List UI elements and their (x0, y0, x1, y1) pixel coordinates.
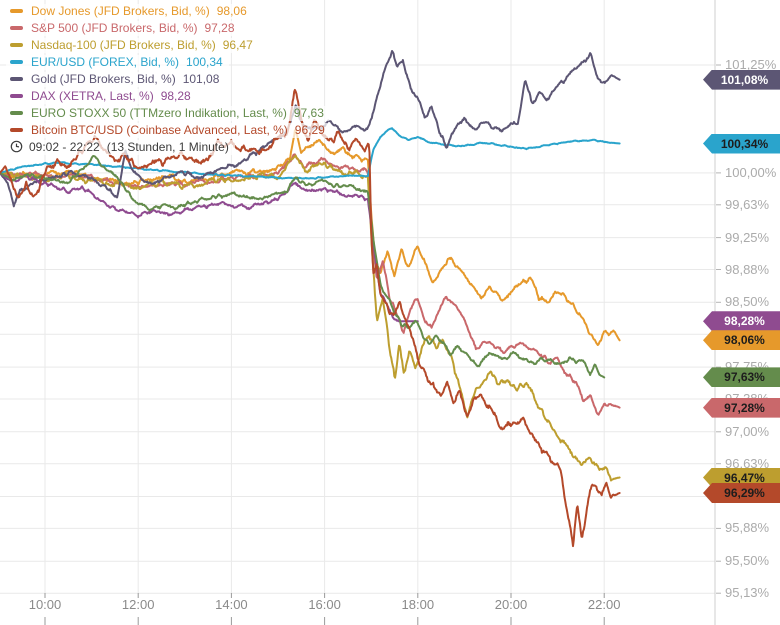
series-line-bitcoin[interactable] (0, 88, 621, 548)
y-axis-label: 100,00% (725, 164, 777, 180)
legend: Dow Jones (JFD Brokers, Bid, %) 98,06 S&P… (6, 4, 331, 157)
legend-value: 97,28 (204, 21, 235, 35)
legend-item-stoxx[interactable]: EURO STOXX 50 (TTMzero Indikation, Last,… (6, 106, 330, 121)
series-line-stoxx[interactable] (0, 155, 606, 379)
x-axis-label: 12:00 (121, 597, 155, 612)
series-color-swatch (10, 42, 23, 47)
legend-label: Gold (JFD Brokers, Bid, %) (31, 72, 176, 86)
legend-item-dow[interactable]: Dow Jones (JFD Brokers, Bid, %) 98,06 (6, 4, 253, 19)
legend-label: DAX (XETRA, Last, %) (31, 89, 154, 103)
price-badge-9763: 97,63% (703, 367, 780, 388)
legend-value: 100,34 (186, 55, 223, 69)
y-axis-label: 99,63% (725, 196, 770, 212)
x-axis-label: 16:00 (308, 597, 341, 612)
legend-item-nasdaq[interactable]: Nasdaq-100 (JFD Brokers, Bid, %) 96,47 (6, 38, 259, 53)
x-axis-label: 20:00 (494, 597, 528, 612)
series-line-dax[interactable] (0, 171, 419, 323)
x-axis-label: 10:00 (28, 597, 62, 612)
time-range: 09:02 - 22:22 (29, 140, 100, 154)
series-color-swatch (10, 110, 23, 115)
series-color-swatch (10, 25, 23, 30)
legend-value: 97,63 (293, 106, 324, 120)
legend-label: Nasdaq-100 (JFD Brokers, Bid, %) (31, 38, 216, 52)
price-badge-9647: 96,47% (703, 467, 780, 488)
series-color-swatch (10, 59, 23, 64)
time-range-row: 09:02 - 22:22 (13 Stunden, 1 Minute) (6, 140, 235, 155)
series-color-swatch (10, 8, 23, 13)
legend-value: 96,47 (222, 38, 253, 52)
y-axis-label: 96,63% (725, 455, 770, 471)
series-color-swatch (10, 127, 23, 132)
y-axis-label: 95,88% (725, 520, 770, 536)
y-axis-label: 98,88% (725, 261, 770, 277)
time-detail: (13 Stunden, 1 Minute) (106, 140, 229, 154)
price-badge-10034: 100,34% (703, 133, 780, 154)
legend-item-sp500[interactable]: S&P 500 (JFD Brokers, Bid, %) 97,28 (6, 21, 241, 36)
y-axis-label: 95,50% (725, 553, 770, 569)
price-badge-10108: 101,08% (703, 69, 780, 90)
y-axis-label: 97,00% (725, 423, 770, 439)
x-axis-label: 14:00 (215, 597, 248, 612)
y-axis-label: 101,25% (725, 57, 777, 72)
legend-item-dax[interactable]: DAX (XETRA, Last, %) 98,28 (6, 89, 197, 104)
legend-value: 101,08 (182, 72, 220, 86)
legend-value: 98,28 (160, 89, 191, 103)
legend-label: EUR/USD (FOREX, Bid, %) (31, 55, 180, 69)
series-color-swatch (10, 93, 23, 98)
legend-item-eurusd[interactable]: EUR/USD (FOREX, Bid, %) 100,34 (6, 55, 229, 70)
legend-label: EURO STOXX 50 (TTMzero Indikation, Last,… (31, 106, 287, 120)
legend-value: 98,06 (216, 4, 247, 18)
legend-item-gold[interactable]: Gold (JFD Brokers, Bid, %) 101,08 (6, 72, 226, 87)
x-axis-label: 18:00 (401, 597, 435, 612)
price-badge-9728: 97,28% (703, 397, 780, 418)
series-line-sp500[interactable] (0, 153, 621, 416)
y-axis-label: 98,50% (725, 294, 770, 310)
y-axis-label: 95,13% (725, 585, 770, 601)
y-axis-label: 99,25% (725, 229, 770, 245)
legend-label: Bitcoin BTC/USD (Coinbase Advanced, Last… (31, 123, 288, 137)
legend-value: 96,29 (294, 123, 325, 137)
series-line-nasdaq[interactable] (0, 154, 621, 482)
legend-label: S&P 500 (JFD Brokers, Bid, %) (31, 21, 198, 35)
clock-icon (10, 141, 23, 153)
legend-item-bitcoin[interactable]: Bitcoin BTC/USD (Coinbase Advanced, Last… (6, 123, 331, 138)
series-color-swatch (10, 76, 23, 81)
series-line-eurusd[interactable] (0, 127, 621, 180)
price-badge-9629: 96,29% (703, 483, 780, 504)
price-badge-9828: 98,28% (703, 311, 780, 332)
x-axis-label: 22:00 (587, 597, 621, 612)
legend-label: Dow Jones (JFD Brokers, Bid, %) (31, 4, 210, 18)
price-badge-9806: 98,06% (703, 330, 780, 351)
